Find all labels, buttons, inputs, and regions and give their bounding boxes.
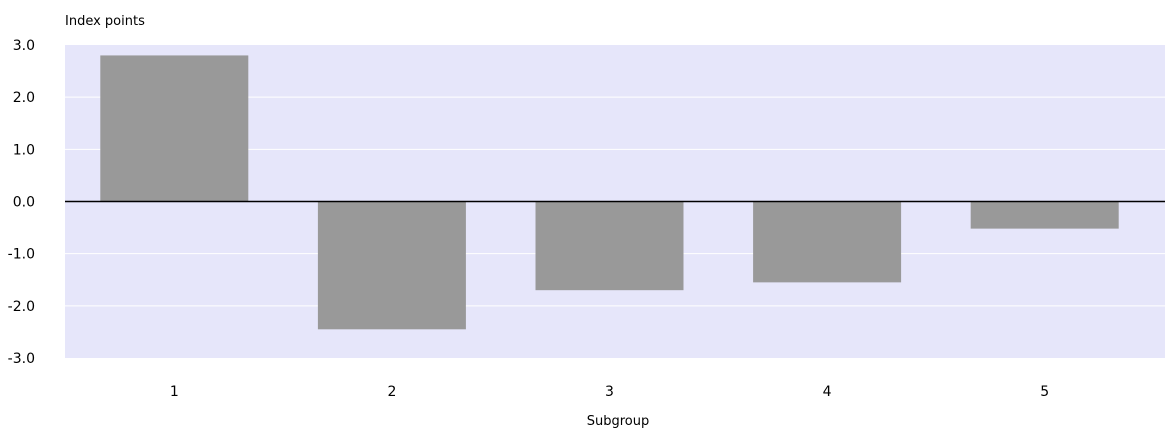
x-tick-label: 3 — [605, 384, 614, 400]
y-axis-ticks: 3.0 2.0 1.0 0.0 -1.0 -2.0 -3.0 — [8, 38, 35, 367]
x-axis-ticks: 1 2 3 4 5 — [170, 384, 1049, 400]
bar — [970, 201, 1119, 229]
y-tick-label: -3.0 — [8, 351, 35, 367]
y-tick-label: 3.0 — [13, 38, 35, 54]
bar — [317, 201, 466, 330]
y-axis-label: Index points — [65, 14, 145, 29]
x-tick-label: 1 — [170, 384, 179, 400]
x-tick-label: 4 — [823, 384, 832, 400]
y-tick-label: -1.0 — [8, 247, 35, 263]
y-tick-label: 1.0 — [13, 142, 35, 158]
x-tick-label: 5 — [1040, 384, 1049, 400]
bar — [535, 201, 684, 291]
bar — [100, 55, 249, 202]
x-tick-label: 2 — [387, 384, 396, 400]
y-tick-label: -2.0 — [8, 299, 35, 315]
y-tick-label: 2.0 — [13, 90, 35, 106]
x-axis-label: Subgroup — [587, 414, 650, 429]
y-tick-label: 0.0 — [13, 195, 35, 211]
bars — [100, 55, 1119, 330]
bar — [753, 201, 902, 283]
